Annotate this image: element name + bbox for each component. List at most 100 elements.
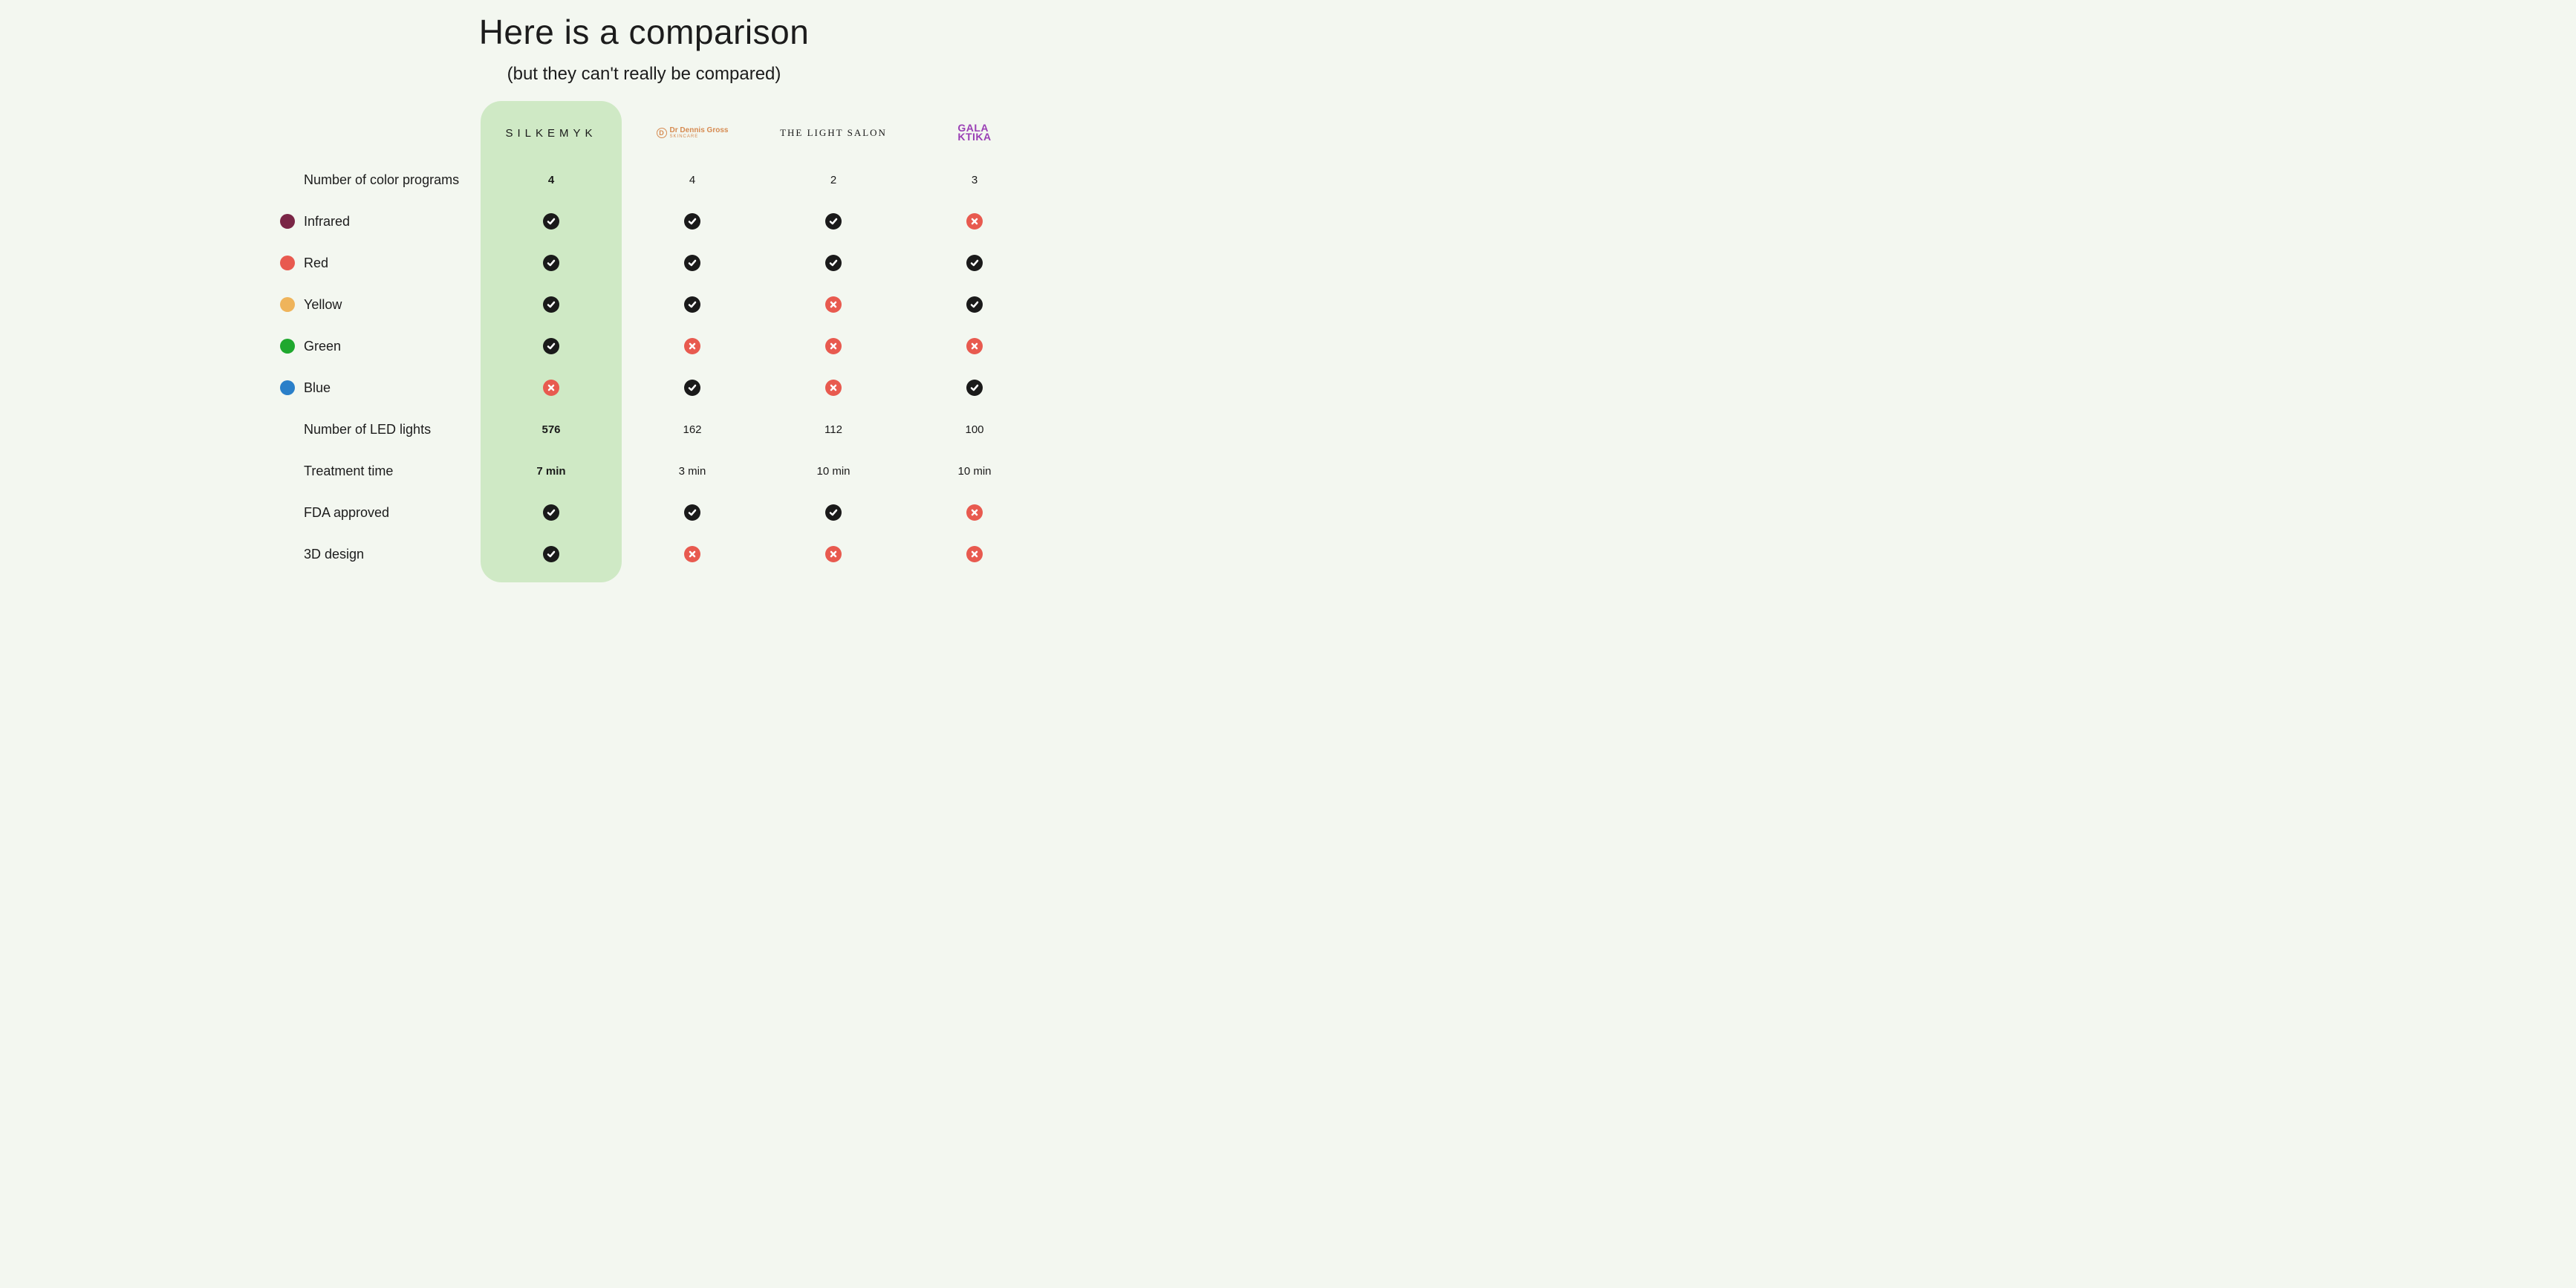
cell-value: 7 min xyxy=(536,465,565,478)
dot-spacer xyxy=(280,172,295,187)
check-icon xyxy=(966,380,983,396)
table-cell xyxy=(763,284,904,325)
cell-value: 2 xyxy=(830,174,836,186)
table-cell xyxy=(763,492,904,533)
drdennis-sub: SKINCARE xyxy=(670,134,729,139)
check-icon xyxy=(825,255,842,271)
dot-spacer xyxy=(280,422,295,437)
drdennis-d-icon: D xyxy=(657,128,667,138)
row-label: Red xyxy=(243,242,481,284)
cell-value: 10 min xyxy=(957,465,991,478)
table-cell: 4 xyxy=(481,159,622,201)
brand-header-lightsalon: THE LIGHT SALON xyxy=(763,107,904,159)
table-cell: 10 min xyxy=(763,450,904,492)
cell-value: 10 min xyxy=(816,465,850,478)
table-cell xyxy=(622,201,763,242)
table-cell xyxy=(481,367,622,409)
check-icon xyxy=(684,296,700,313)
table-cell xyxy=(763,325,904,367)
row-label: Yellow xyxy=(243,284,481,325)
table-cell xyxy=(622,492,763,533)
row-label: Green xyxy=(243,325,481,367)
brand-header-drdennis: D Dr Dennis Gross SKINCARE xyxy=(622,107,763,159)
check-icon xyxy=(825,504,842,521)
check-icon xyxy=(543,546,559,562)
cross-icon xyxy=(684,546,700,562)
row-label-text: Yellow xyxy=(304,297,342,313)
check-icon xyxy=(966,296,983,313)
cell-value: 4 xyxy=(689,174,695,186)
row-label: Number of color programs xyxy=(243,159,481,201)
table-cell xyxy=(622,533,763,575)
cell-value: 162 xyxy=(683,423,701,436)
check-icon xyxy=(966,255,983,271)
row-label-text: Green xyxy=(304,339,341,354)
comparison-table: SILKEMYK D Dr Dennis Gross SKINCARE THE … xyxy=(243,107,1045,575)
check-icon xyxy=(825,213,842,230)
table-cell xyxy=(622,284,763,325)
check-icon xyxy=(543,504,559,521)
table-cell: 10 min xyxy=(904,450,1045,492)
dot-spacer xyxy=(280,547,295,562)
brand-logo-galaktika: GALA KTIKA xyxy=(957,124,991,142)
table-cell xyxy=(481,201,622,242)
table-cell xyxy=(481,325,622,367)
table-cell xyxy=(904,325,1045,367)
row-label-text: Red xyxy=(304,256,328,271)
cell-value: 3 min xyxy=(679,465,706,478)
table-cell xyxy=(904,201,1045,242)
row-label-text: FDA approved xyxy=(304,505,389,521)
table-cell: 3 min xyxy=(622,450,763,492)
check-icon xyxy=(684,504,700,521)
row-label: Infrared xyxy=(243,201,481,242)
header-empty xyxy=(243,107,481,159)
cross-icon xyxy=(684,338,700,354)
cross-icon xyxy=(825,546,842,562)
infrared-dot-icon xyxy=(280,214,295,229)
gala-line2: KTIKA xyxy=(957,131,991,143)
table-cell xyxy=(904,367,1045,409)
cross-icon xyxy=(966,213,983,230)
check-icon xyxy=(543,338,559,354)
row-label: Treatment time xyxy=(243,450,481,492)
table-cell xyxy=(904,284,1045,325)
cell-value: 4 xyxy=(548,174,554,186)
page-subtitle: (but they can't really be compared) xyxy=(0,64,1288,85)
table-cell xyxy=(763,367,904,409)
row-label-text: Number of color programs xyxy=(304,172,459,188)
row-label-text: 3D design xyxy=(304,547,364,562)
dot-spacer xyxy=(280,464,295,478)
cross-icon xyxy=(825,296,842,313)
table-cell: 3 xyxy=(904,159,1045,201)
check-icon xyxy=(543,296,559,313)
table-cell xyxy=(622,367,763,409)
table-cell: 162 xyxy=(622,409,763,450)
brand-header-silkemyk: SILKEMYK xyxy=(481,107,622,159)
cross-icon xyxy=(966,546,983,562)
brand-header-galaktika: GALA KTIKA xyxy=(904,107,1045,159)
cross-icon xyxy=(966,504,983,521)
table-cell: 2 xyxy=(763,159,904,201)
check-icon xyxy=(684,255,700,271)
cell-value: 3 xyxy=(972,174,978,186)
row-label: Number of LED lights xyxy=(243,409,481,450)
row-label-text: Number of LED lights xyxy=(304,422,431,438)
table-cell xyxy=(481,492,622,533)
cross-icon xyxy=(543,380,559,396)
table-cell: 100 xyxy=(904,409,1045,450)
page-title: Here is a comparison xyxy=(0,12,1288,52)
table-cell: 7 min xyxy=(481,450,622,492)
table-cell xyxy=(904,492,1045,533)
table-cell xyxy=(904,533,1045,575)
green-dot-icon xyxy=(280,339,295,354)
check-icon xyxy=(543,213,559,230)
row-label-text: Blue xyxy=(304,380,331,396)
table-cell xyxy=(481,284,622,325)
table-cell xyxy=(622,325,763,367)
table-cell: 576 xyxy=(481,409,622,450)
yellow-dot-icon xyxy=(280,297,295,312)
row-label-text: Treatment time xyxy=(304,464,393,479)
brand-logo-drdennis: D Dr Dennis Gross SKINCARE xyxy=(657,127,729,139)
table-cell xyxy=(763,533,904,575)
cell-value: 112 xyxy=(824,423,842,436)
